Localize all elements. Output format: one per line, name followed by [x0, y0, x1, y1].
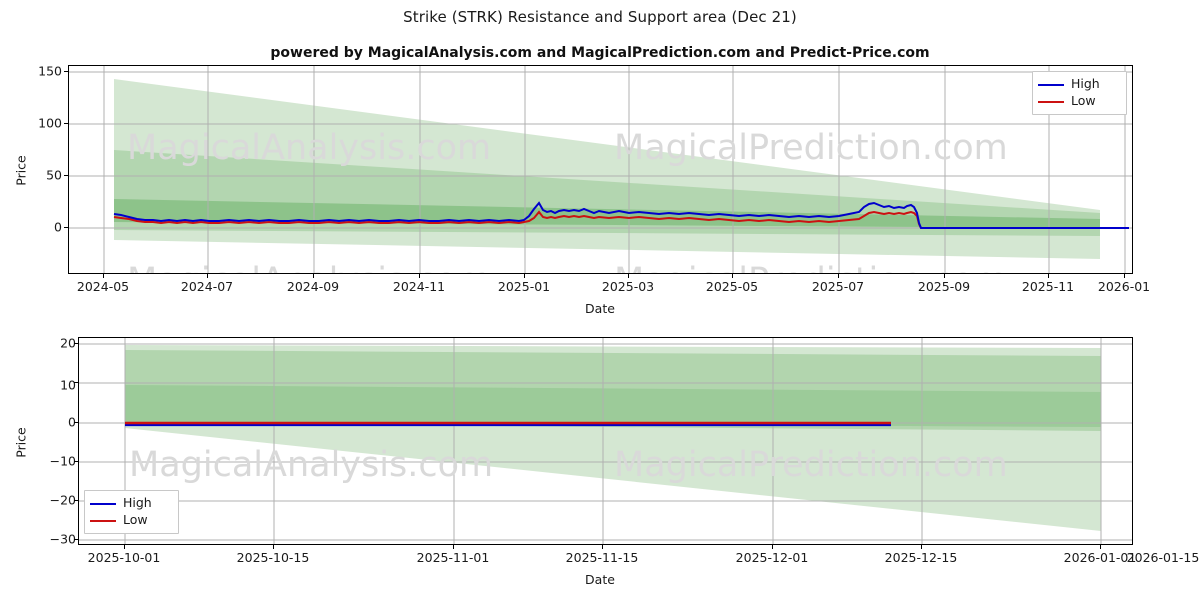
bottom-xtick-2025-10-01: 2025-10-01: [87, 550, 161, 565]
top-axis-x-label: Date: [585, 301, 615, 316]
bottom-chart-panel: 20 10 0 −10 −20 −30 Price: [0, 325, 1200, 600]
bottom-xtick-2025-10-15: 2025-10-15: [236, 550, 310, 565]
series-low-top: [113, 210, 1129, 229]
bottom-ytickmark-0: [74, 422, 78, 423]
top-legend[interactable]: High Low: [1032, 71, 1127, 115]
bottom-ytick-0: 0: [68, 414, 76, 430]
legend-label-low-bottom: Low: [123, 512, 148, 528]
top-xtick-2025-03: 2025-03: [601, 279, 655, 294]
legend-row-low-bottom[interactable]: Low: [90, 512, 171, 529]
bottom-plot-area: MagicalAnalysis.com MagicalPrediction.co…: [78, 337, 1133, 545]
top-axis-y-label: Price: [13, 155, 29, 186]
top-xtickmark-5: [628, 274, 629, 278]
top-xtickmark-6: [732, 274, 733, 278]
bottom-xtick-2026-01-15: 2026-01-15: [1126, 550, 1200, 565]
legend-row-low[interactable]: Low: [1038, 93, 1119, 110]
bottom-ytickmark--30: [74, 539, 78, 540]
top-xtick-2025-09: 2025-09: [917, 279, 971, 294]
top-ytick-0: 0: [54, 219, 62, 235]
bottom-xtickmark-2: [453, 545, 454, 549]
bottom-ytick-10: 10: [60, 377, 76, 393]
top-ytickmark-100: [64, 123, 68, 124]
legend-label-high-bottom: High: [123, 495, 152, 511]
legend-line-high-icon: [1038, 83, 1064, 86]
top-ytick-100: 100: [38, 115, 62, 131]
legend-line-low-icon: [1038, 100, 1064, 103]
page-title: Strike (STRK) Resistance and Support are…: [403, 8, 797, 26]
bottom-xtickmark-1: [273, 545, 274, 549]
bottom-axis-y-label: Price: [13, 427, 29, 458]
bottom-legend[interactable]: High Low: [84, 490, 179, 534]
top-plot-svg: [69, 66, 1132, 273]
top-xtickmark-3: [419, 274, 420, 278]
top-xtick-2025-01: 2025-01: [497, 279, 551, 294]
bottom-xtickmark-5: [921, 545, 922, 549]
bottom-xtick-2026-01-01: 2026-01-01: [1063, 550, 1137, 565]
legend-row-high[interactable]: High: [1038, 76, 1119, 93]
top-xtick-2026-01: 2026-01: [1097, 279, 1151, 294]
top-xtickmark-7: [838, 274, 839, 278]
bottom-ytickmark-10: [74, 382, 78, 383]
top-ytickmark-0: [64, 227, 68, 228]
bottom-plot-svg: [79, 338, 1132, 544]
top-xtickmark-2: [313, 274, 314, 278]
bottom-xtickmark-0: [124, 545, 125, 549]
top-ytickmark-50: [64, 175, 68, 176]
top-ytickmark-150: [64, 71, 68, 72]
legend-label-low: Low: [1071, 93, 1096, 109]
top-xtickmark-10: [1124, 274, 1125, 278]
top-xtickmark-0: [103, 274, 104, 278]
bottom-ytick-20: 20: [60, 335, 76, 351]
top-xtick-2024-09: 2024-09: [286, 279, 340, 294]
top-xtick-2025-05: 2025-05: [705, 279, 759, 294]
top-xtick-2024-07: 2024-07: [180, 279, 234, 294]
bottom-ytick--30: −30: [49, 531, 76, 547]
bottom-xtickmark-4: [772, 545, 773, 549]
top-xtick-2025-07: 2025-07: [811, 279, 865, 294]
band-inner-bottom: [125, 385, 1101, 427]
top-xtickmark-4: [524, 274, 525, 278]
bottom-ytickmark-20: [74, 343, 78, 344]
bottom-ytick--20: −20: [49, 492, 76, 508]
top-xtick-2025-11: 2025-11: [1021, 279, 1075, 294]
top-xtick-2024-05: 2024-05: [76, 279, 130, 294]
legend-row-high-bottom[interactable]: High: [90, 495, 171, 512]
top-xtickmark-8: [944, 274, 945, 278]
legend-line-low-icon-bottom: [90, 519, 116, 522]
top-xtickmark-9: [1048, 274, 1049, 278]
top-plot-area: MagicalAnalysis.com MagicalPrediction.co…: [68, 65, 1133, 274]
bottom-xtick-2025-11-15: 2025-11-15: [565, 550, 639, 565]
top-ytick-50: 50: [46, 167, 62, 183]
page-subtitle: powered by MagicalAnalysis.com and Magic…: [270, 45, 930, 61]
bottom-xtick-2025-11-01: 2025-11-01: [416, 550, 490, 565]
top-chart-panel: 150 100 50 0 Price: [13, 63, 1151, 317]
bottom-xtickmark-3: [602, 545, 603, 549]
bottom-ytick--10: −10: [49, 453, 76, 469]
top-ytick-150: 150: [38, 63, 62, 79]
top-xtickmark-1: [207, 274, 208, 278]
bottom-ytickmark--20: [74, 500, 78, 501]
legend-line-high-icon-bottom: [90, 502, 116, 505]
top-xtick-2024-11: 2024-11: [392, 279, 446, 294]
bottom-ytickmark--10: [74, 461, 78, 462]
bottom-axis-x-label: Date: [585, 572, 615, 587]
legend-label-high: High: [1071, 76, 1100, 92]
series-high-top: [113, 201, 1129, 229]
bottom-xtickmark-6: [1100, 545, 1101, 549]
bottom-xtick-2025-12-01: 2025-12-01: [735, 550, 809, 565]
bottom-xtick-2025-12-15: 2025-12-15: [884, 550, 958, 565]
